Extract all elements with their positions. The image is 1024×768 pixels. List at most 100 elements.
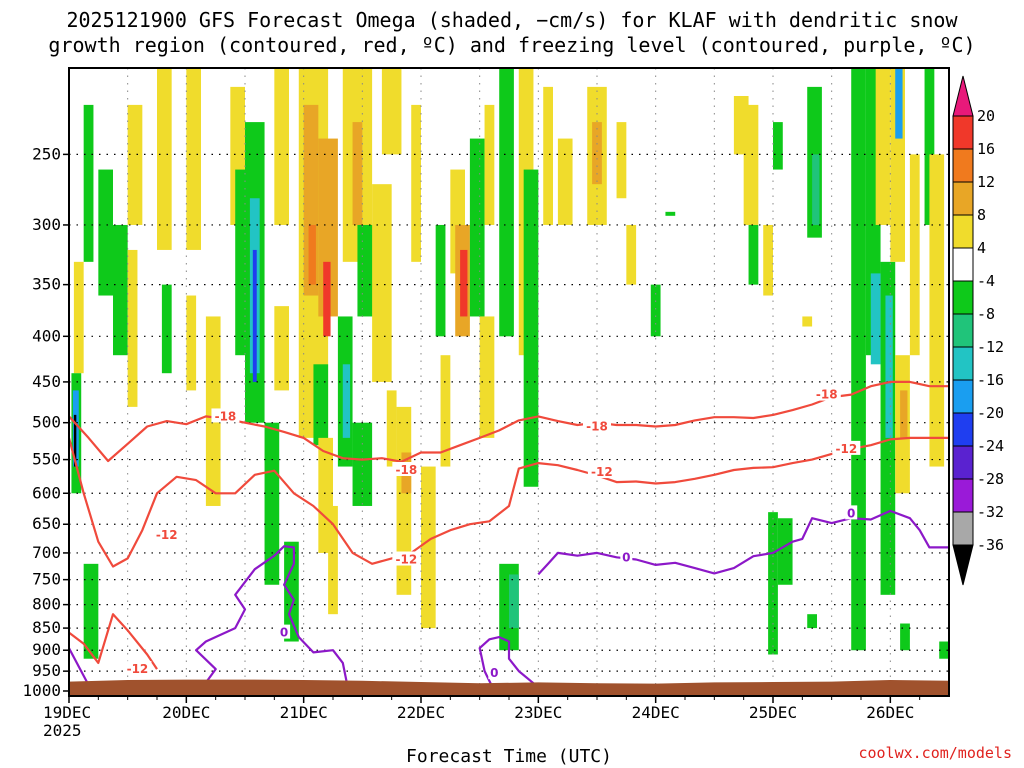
contour-label-layer: -18 -18 -18 -18 -12 -12 -12 -12 -12 0 0 0 0 [123, 386, 861, 680]
contour-line [537, 509, 949, 576]
colorbar-tick-label: 4 [977, 239, 986, 257]
colorbar-tick-label: -24 [977, 437, 1004, 455]
chart-title-line-1: 2025121900 GFS Forecast Omega (shaded, −… [66, 8, 958, 32]
chart-title-line-2: growth region (contoured, red, ºC) and f… [48, 33, 975, 57]
omega-cell [186, 295, 197, 391]
omega-cell [592, 122, 602, 185]
contour-label-bg [152, 526, 181, 541]
contour-line [478, 636, 535, 696]
colorbar-tick-label: -12 [977, 338, 1004, 356]
omega-cell [523, 169, 539, 487]
omega-cell [763, 224, 773, 296]
omega-cell [161, 284, 172, 374]
omega-cell [626, 224, 637, 285]
omega-cell [83, 104, 94, 262]
x-axis-label: Forecast Time (UTC) [406, 746, 612, 767]
colorbar-top-arrow [952, 75, 974, 117]
omega-cell [352, 422, 373, 506]
omega-cell [386, 390, 397, 467]
y-tick-label: 600 [32, 483, 61, 502]
colorbar-swatch [952, 115, 974, 150]
y-tick-label: 650 [32, 514, 61, 533]
omega-cell [411, 104, 421, 262]
omega-cell [381, 68, 402, 155]
colorbar-swatch [952, 247, 974, 282]
colorbar-swatch [952, 478, 974, 513]
omega-cell [777, 518, 793, 585]
colorbar-tick-label: -28 [977, 470, 1004, 488]
contour-label-bg [123, 661, 152, 676]
omega-cell [885, 295, 893, 438]
colorbar-swatch [952, 379, 974, 414]
y-tick-label: 900 [32, 640, 61, 659]
x-tick-label: 24DEC [632, 703, 680, 722]
colorbar-swatch [952, 445, 974, 480]
omega-cell [807, 614, 817, 629]
omega-cell [323, 261, 331, 337]
omega-cell [342, 364, 351, 438]
x-tick-label: 25DEC [749, 703, 797, 722]
omega-cell [440, 355, 451, 467]
omega-cell [460, 249, 468, 317]
contour-label: -18 [395, 463, 417, 477]
colorbar-swatch [952, 511, 974, 546]
contour-label-bg [620, 549, 633, 564]
omega-cell [557, 138, 573, 225]
y-tick-label: 750 [32, 570, 61, 589]
y-tick-label: 350 [32, 275, 61, 294]
omega-cell [650, 284, 661, 337]
omega-cell [929, 154, 945, 467]
omega-cell [127, 249, 138, 407]
omega-cell [743, 104, 759, 225]
contour-label: -12 [835, 442, 857, 456]
y-tick-label: 800 [32, 595, 61, 614]
omega-cell [313, 364, 329, 446]
omega-cell [773, 122, 783, 170]
omega-cell [352, 122, 363, 225]
omega-cell [264, 422, 280, 585]
contour-label: -18 [586, 420, 608, 434]
omega-cell [73, 261, 84, 374]
colorbar-tick-label: 20 [977, 107, 995, 125]
y-tick-label: 300 [32, 215, 61, 234]
contour-label: -12 [591, 465, 613, 479]
omega-cell [870, 273, 881, 365]
omega-cell [186, 68, 201, 250]
omega-cell [875, 68, 891, 225]
colorbar-tick-label: -20 [977, 404, 1004, 422]
omega-cell [435, 224, 446, 337]
x-tick-label: 19DEC [43, 703, 91, 722]
omega-cell [812, 154, 820, 225]
colorbar-tick-label: -4 [977, 272, 995, 290]
omega-cell [909, 154, 920, 356]
omega-cell [252, 249, 257, 382]
omega-cell [284, 541, 299, 642]
contour-label-bg [392, 461, 421, 476]
contour-label: 0 [847, 506, 855, 520]
credit-link[interactable]: coolwx.com/models [858, 744, 1012, 762]
omega-cell [372, 184, 392, 382]
ground-layer [69, 679, 949, 696]
contour-line [195, 545, 349, 696]
contour-line [69, 613, 158, 670]
colorbar-tick-label: -8 [977, 305, 995, 323]
omega-cell [113, 224, 128, 356]
omega-cell [73, 414, 77, 467]
colorbar-swatch [952, 280, 974, 315]
omega-cell [157, 68, 172, 250]
colorbar-tick-label: 12 [977, 173, 995, 191]
omega-cell [895, 68, 903, 139]
omega-cell [308, 224, 316, 285]
colorbar-tick-label: 16 [977, 140, 995, 158]
omega-cell [83, 563, 99, 659]
colorbar-tick-label: -36 [977, 536, 1004, 554]
omega-cell [900, 390, 908, 438]
omega-cell [98, 169, 113, 296]
y-tick-label: 250 [32, 144, 61, 163]
contour-label-bg [392, 551, 421, 566]
y-tick-label: 450 [32, 372, 61, 391]
omega-cell [469, 138, 485, 317]
colorbar-tick-label: -16 [977, 371, 1004, 389]
y-tick-label: 550 [32, 450, 61, 469]
contour-label: 0 [280, 626, 288, 640]
